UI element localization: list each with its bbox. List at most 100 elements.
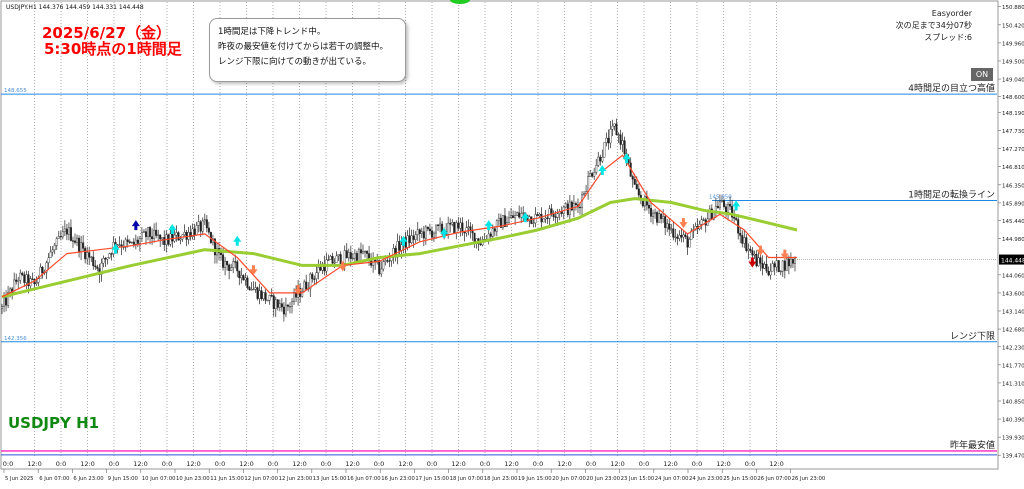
level-price-tag: 142.356 xyxy=(4,336,27,342)
candle-body xyxy=(23,274,26,283)
candle-body xyxy=(725,206,728,213)
sell-arrow xyxy=(338,261,347,272)
candle-body xyxy=(542,218,545,223)
session-tick-label: 12:0 xyxy=(80,460,95,468)
candle-body xyxy=(540,213,543,223)
candle-body xyxy=(680,234,683,238)
candle-body xyxy=(149,227,152,237)
candle-body xyxy=(78,237,81,252)
candle-body xyxy=(234,261,237,263)
session-tick-label: 12:0 xyxy=(398,460,413,468)
candle-body xyxy=(333,262,336,264)
candle-body xyxy=(745,237,748,251)
candle-body xyxy=(159,234,162,240)
candle-body xyxy=(11,288,14,293)
top-green-marker xyxy=(450,0,470,4)
candle-body xyxy=(69,227,72,241)
candle-body xyxy=(102,258,105,264)
level-price-tag: 148.655 xyxy=(4,88,27,94)
candle-body xyxy=(439,223,442,226)
candle-body xyxy=(108,253,111,258)
session-tick-label: 12:0 xyxy=(769,460,784,468)
note-line-2: 昨夜の最安値を付けてからは若干の調整中。 xyxy=(218,42,389,52)
candle-body xyxy=(390,257,393,262)
ea-on-button[interactable]: ON xyxy=(971,68,993,81)
candle-body xyxy=(65,228,68,235)
candle-body xyxy=(570,201,573,211)
candle-body xyxy=(104,258,107,260)
candle-body xyxy=(138,238,141,244)
candle-body xyxy=(647,204,650,209)
session-tick-label: 12:0 xyxy=(610,460,625,468)
candle-body xyxy=(21,272,24,275)
candle-body xyxy=(175,232,178,236)
candle-body xyxy=(479,243,482,246)
candle-body xyxy=(536,214,539,216)
candle-body xyxy=(88,252,91,258)
session-tick-label: 0:0 xyxy=(586,460,596,468)
candle-body xyxy=(96,266,99,269)
session-tick-label: 0:0 xyxy=(745,460,755,468)
candle-body xyxy=(499,217,502,228)
candle-body xyxy=(19,272,22,281)
candle-body xyxy=(781,260,784,272)
candle-body xyxy=(63,228,66,232)
candle-body xyxy=(418,229,421,234)
candle-body xyxy=(258,290,261,299)
candle-body xyxy=(708,208,711,220)
candle-body xyxy=(205,219,208,229)
candle-body xyxy=(147,227,150,237)
candle-body xyxy=(518,212,521,218)
candle-body xyxy=(347,252,350,259)
time-tick-label: 16 Jun 07:00 xyxy=(347,476,381,482)
candle-body xyxy=(621,140,624,145)
candle-body xyxy=(412,235,415,240)
candle-body xyxy=(41,266,44,273)
price-tick-label: 142.230 xyxy=(1002,345,1024,351)
candle-body xyxy=(35,282,38,285)
candle-body xyxy=(435,224,438,234)
candle-body xyxy=(493,228,496,232)
candle-body xyxy=(207,227,210,233)
level-labels: 4時間足の目立つ高値 148.655 1時間足の転換ライン 145.950 レンジ下限 1… xyxy=(4,82,995,451)
candle-body xyxy=(171,233,174,242)
buy-arrow xyxy=(484,220,493,231)
session-tick-label: 12:0 xyxy=(186,460,201,468)
session-tick-label: 12:0 xyxy=(345,460,360,468)
candle-body xyxy=(329,255,332,260)
time-tick-label: 5 Jun 2025 xyxy=(5,476,34,482)
price-tick-label: 145.890 xyxy=(1002,201,1024,207)
level-price-tag: 145.950 xyxy=(709,195,732,201)
candle-body xyxy=(793,258,796,264)
time-tick-label: 26 Jun 07:00 xyxy=(757,476,791,482)
candle-body xyxy=(264,292,267,301)
candle-body xyxy=(597,156,600,166)
price-tick-label: 142.680 xyxy=(1002,328,1024,334)
price-tick-label: 150.880 xyxy=(1002,5,1024,11)
candle-body xyxy=(256,287,259,299)
candle-body xyxy=(311,273,314,280)
session-tick-label: 0:0 xyxy=(374,460,384,468)
candle-body xyxy=(759,257,762,264)
session-tick-label: 0:0 xyxy=(533,460,543,468)
candle-body xyxy=(222,254,225,268)
candle-body xyxy=(238,270,241,279)
buy-arrow xyxy=(732,200,741,211)
candle-body xyxy=(140,232,143,239)
candle-body xyxy=(203,219,206,222)
buy-arrow xyxy=(168,224,177,234)
session-tick-label: 12:0 xyxy=(292,460,307,468)
candle-body xyxy=(151,236,154,239)
signal-arrows xyxy=(111,153,789,295)
time-tick-label: 12 Jun 07:00 xyxy=(244,476,278,482)
time-tick-label: 18 Jun 23:00 xyxy=(484,476,518,482)
session-tick-label: 12:0 xyxy=(27,460,42,468)
candle-body xyxy=(288,306,291,308)
candle-body xyxy=(106,257,109,260)
candle-body xyxy=(37,278,40,283)
dark-buy-arrow xyxy=(131,220,140,231)
level-label: 昨年最安値 xyxy=(950,439,995,451)
candle-body xyxy=(59,236,62,238)
